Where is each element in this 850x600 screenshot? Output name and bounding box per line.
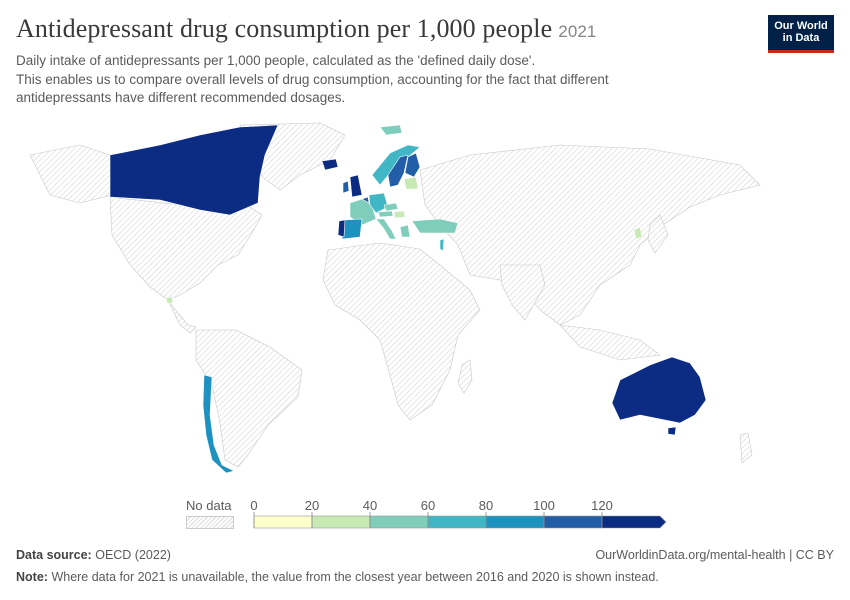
region-central-america[interactable]: [167, 299, 197, 334]
region-turkey[interactable]: [411, 218, 459, 234]
region-uk[interactable]: [349, 174, 363, 198]
region-iceland[interactable]: [321, 158, 339, 171]
region-india[interactable]: [499, 264, 546, 321]
region-baltics[interactable]: [403, 176, 419, 190]
region-chile[interactable]: [202, 374, 235, 474]
legend-tick-label-0: 0: [250, 498, 257, 513]
legend-bin-2[interactable]: [369, 515, 429, 529]
legend-no-data-label: No data: [186, 498, 232, 513]
legend-bin-0[interactable]: [253, 515, 313, 529]
note-label: Note:: [16, 570, 48, 584]
region-north-america-nodata[interactable]: [109, 196, 263, 301]
region-portugal[interactable]: [337, 219, 346, 238]
region-new-zealand[interactable]: [739, 432, 753, 464]
logo-line-1: Our World: [774, 20, 828, 32]
subtitle-line-1: Daily intake of antidepressants per 1,00…: [16, 53, 536, 68]
legend-tick-label-2: 40: [363, 498, 377, 513]
source-value[interactable]: OECD (2022): [95, 548, 171, 562]
region-japan[interactable]: [647, 214, 669, 254]
region-madagascar[interactable]: [457, 359, 473, 394]
world-map[interactable]: [0, 115, 850, 490]
region-greece[interactable]: [399, 224, 411, 238]
footer-url[interactable]: OurWorldinData.org/mental-health | CC BY: [595, 548, 834, 562]
logo-accent-bar: [768, 50, 834, 53]
footer-source: Data source: OECD (2022): [16, 548, 171, 562]
region-svalbard[interactable]: [379, 124, 403, 136]
region-se-asia[interactable]: [559, 324, 661, 361]
subtitle-line-2: This enables us to compare overall level…: [16, 71, 609, 87]
legend-tick-label-5: 100: [533, 498, 555, 513]
legend-no-data-swatch: [186, 516, 234, 529]
note-text: Where data for 2021 is unavailable, the …: [51, 570, 659, 584]
owid-logo[interactable]: Our World in Data: [768, 15, 834, 53]
region-africa[interactable]: [322, 242, 481, 421]
region-ireland[interactable]: [342, 180, 350, 194]
legend-tick-label-4: 80: [479, 498, 493, 513]
region-finland[interactable]: [404, 152, 421, 178]
legend-tick-label-6: 120: [591, 498, 613, 513]
chart-subtitle: Daily intake of antidepressants per 1,00…: [16, 52, 716, 108]
region-sweden[interactable]: [387, 154, 409, 188]
legend-bin-1[interactable]: [311, 515, 371, 529]
subtitle-line-3: antidepressants have different recommend…: [16, 90, 346, 105]
title-text: Antidepressant drug consumption per 1,00…: [16, 14, 553, 43]
source-label: Data source:: [16, 548, 92, 562]
legend-tick-label-1: 20: [305, 498, 319, 513]
region-czechia[interactable]: [383, 202, 399, 212]
region-canada[interactable]: [109, 124, 279, 216]
region-australia[interactable]: [611, 356, 707, 424]
region-italy[interactable]: [375, 218, 397, 240]
region-costa-rica[interactable]: [165, 296, 174, 304]
region-alaska[interactable]: [29, 144, 113, 204]
title-year: 2021: [558, 22, 597, 41]
no-data-regions: [29, 122, 761, 468]
chart-title: Antidepressant drug consumption per 1,00…: [16, 14, 596, 44]
data-regions: [109, 124, 707, 474]
legend-bin-3[interactable]: [427, 515, 487, 529]
legend-bin-4[interactable]: [485, 515, 545, 529]
region-hungary[interactable]: [393, 210, 406, 219]
footer-note: Note: Where data for 2021 is unavailable…: [16, 570, 659, 584]
region-south-korea[interactable]: [633, 226, 643, 240]
region-south-america-nodata[interactable]: [195, 329, 303, 468]
legend-bin-5[interactable]: [543, 515, 603, 529]
legend-tick-label-3: 60: [421, 498, 435, 513]
logo-line-2: in Data: [782, 32, 820, 44]
region-tasmania[interactable]: [667, 426, 677, 436]
region-austria[interactable]: [377, 210, 394, 218]
region-israel[interactable]: [439, 238, 445, 252]
region-germany[interactable]: [368, 192, 389, 214]
legend-bin-6[interactable]: [601, 515, 667, 529]
